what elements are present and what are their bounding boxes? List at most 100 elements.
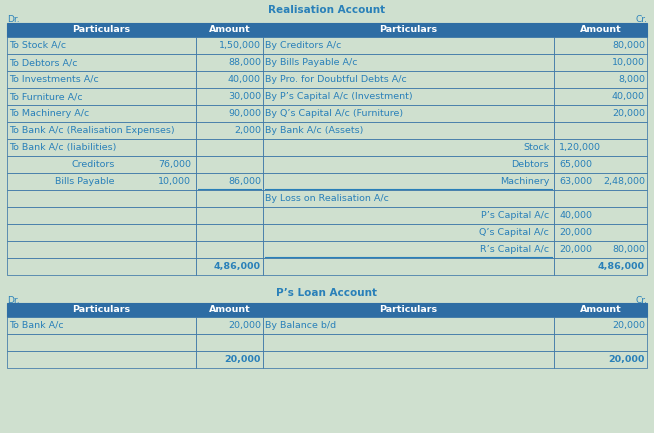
Text: 20,000: 20,000 — [612, 321, 645, 330]
Bar — [554, 88, 647, 105]
Bar — [196, 122, 263, 139]
Text: To Bank A/c (Realisation Expenses): To Bank A/c (Realisation Expenses) — [9, 126, 175, 135]
Bar — [263, 122, 554, 139]
Text: 1,20,000: 1,20,000 — [559, 143, 601, 152]
Text: 40,000: 40,000 — [612, 92, 645, 101]
Bar — [7, 207, 196, 224]
Bar — [196, 334, 263, 351]
Text: Machinery: Machinery — [500, 177, 549, 186]
Text: Cr.: Cr. — [635, 296, 647, 305]
Bar — [196, 105, 263, 122]
Text: Amount: Amount — [579, 306, 621, 314]
Text: 20,000: 20,000 — [612, 109, 645, 118]
Text: Q’s Capital A/c: Q’s Capital A/c — [479, 228, 549, 237]
Bar — [554, 122, 647, 139]
Bar — [554, 54, 647, 71]
Bar — [554, 23, 647, 37]
Text: R’s Capital A/c: R’s Capital A/c — [480, 245, 549, 254]
Bar — [263, 54, 554, 71]
Text: Particulars: Particulars — [73, 306, 130, 314]
Bar — [196, 37, 263, 54]
Text: To Debtors A/c: To Debtors A/c — [9, 58, 78, 67]
Text: 86,000: 86,000 — [228, 177, 261, 186]
Text: 20,000: 20,000 — [559, 245, 593, 254]
Bar — [263, 156, 554, 173]
Text: 65,000: 65,000 — [559, 160, 593, 169]
Bar — [263, 351, 554, 368]
Text: 2,48,000: 2,48,000 — [603, 177, 645, 186]
Text: To Furniture A/c: To Furniture A/c — [9, 92, 82, 101]
Text: Amount: Amount — [579, 26, 621, 35]
Bar — [554, 173, 647, 190]
Text: To Bank A/c (liabilities): To Bank A/c (liabilities) — [9, 143, 116, 152]
Bar — [554, 258, 647, 275]
Text: Particulars: Particulars — [73, 26, 130, 35]
Text: 90,000: 90,000 — [228, 109, 261, 118]
Bar — [554, 334, 647, 351]
Text: 20,000: 20,000 — [609, 355, 645, 364]
Bar — [7, 54, 196, 71]
Bar — [7, 224, 196, 241]
Bar — [263, 105, 554, 122]
Bar — [7, 23, 196, 37]
Text: To Bank A/c: To Bank A/c — [9, 321, 63, 330]
Bar — [7, 258, 196, 275]
Bar — [554, 224, 647, 241]
Text: 88,000: 88,000 — [228, 58, 261, 67]
Text: Creditors: Creditors — [71, 160, 114, 169]
Bar — [196, 23, 263, 37]
Text: 40,000: 40,000 — [228, 75, 261, 84]
Bar — [196, 224, 263, 241]
Bar — [196, 139, 263, 156]
Text: Realisation Account: Realisation Account — [268, 5, 386, 15]
Bar — [196, 317, 263, 334]
Text: 20,000: 20,000 — [224, 355, 261, 364]
Text: By Bills Payable A/c: By Bills Payable A/c — [265, 58, 358, 67]
Text: By Pro. for Doubtful Debts A/c: By Pro. for Doubtful Debts A/c — [265, 75, 407, 84]
Bar — [263, 23, 554, 37]
Text: 4,86,000: 4,86,000 — [598, 262, 645, 271]
Bar — [554, 71, 647, 88]
Bar — [263, 258, 554, 275]
Bar — [196, 88, 263, 105]
Text: Bills Payable: Bills Payable — [55, 177, 114, 186]
Bar — [263, 317, 554, 334]
Bar — [263, 71, 554, 88]
Bar — [263, 88, 554, 105]
Bar — [263, 190, 554, 207]
Bar — [196, 241, 263, 258]
Text: Amount: Amount — [209, 306, 250, 314]
Text: 80,000: 80,000 — [612, 41, 645, 50]
Bar — [7, 303, 196, 317]
Bar — [196, 173, 263, 190]
Bar — [554, 351, 647, 368]
Bar — [196, 258, 263, 275]
Text: 10,000: 10,000 — [158, 177, 191, 186]
Text: By Bank A/c (Assets): By Bank A/c (Assets) — [265, 126, 364, 135]
Bar — [7, 37, 196, 54]
Text: P’s Loan Account: P’s Loan Account — [277, 288, 377, 298]
Bar — [554, 139, 647, 156]
Bar — [196, 71, 263, 88]
Bar — [7, 139, 196, 156]
Text: 20,000: 20,000 — [228, 321, 261, 330]
Bar — [196, 303, 263, 317]
Bar — [263, 241, 554, 258]
Text: Particulars: Particulars — [379, 306, 438, 314]
Text: Cr.: Cr. — [635, 15, 647, 24]
Text: By Balance b/d: By Balance b/d — [265, 321, 336, 330]
Bar — [196, 190, 263, 207]
Text: Dr.: Dr. — [7, 15, 20, 24]
Bar — [7, 105, 196, 122]
Bar — [7, 190, 196, 207]
Text: 8,000: 8,000 — [618, 75, 645, 84]
Text: Stock: Stock — [523, 143, 549, 152]
Text: 1,50,000: 1,50,000 — [219, 41, 261, 50]
Bar — [7, 88, 196, 105]
Text: By Creditors A/c: By Creditors A/c — [265, 41, 341, 50]
Bar — [7, 71, 196, 88]
Bar — [196, 54, 263, 71]
Bar — [554, 241, 647, 258]
Bar — [196, 156, 263, 173]
Bar — [263, 173, 554, 190]
